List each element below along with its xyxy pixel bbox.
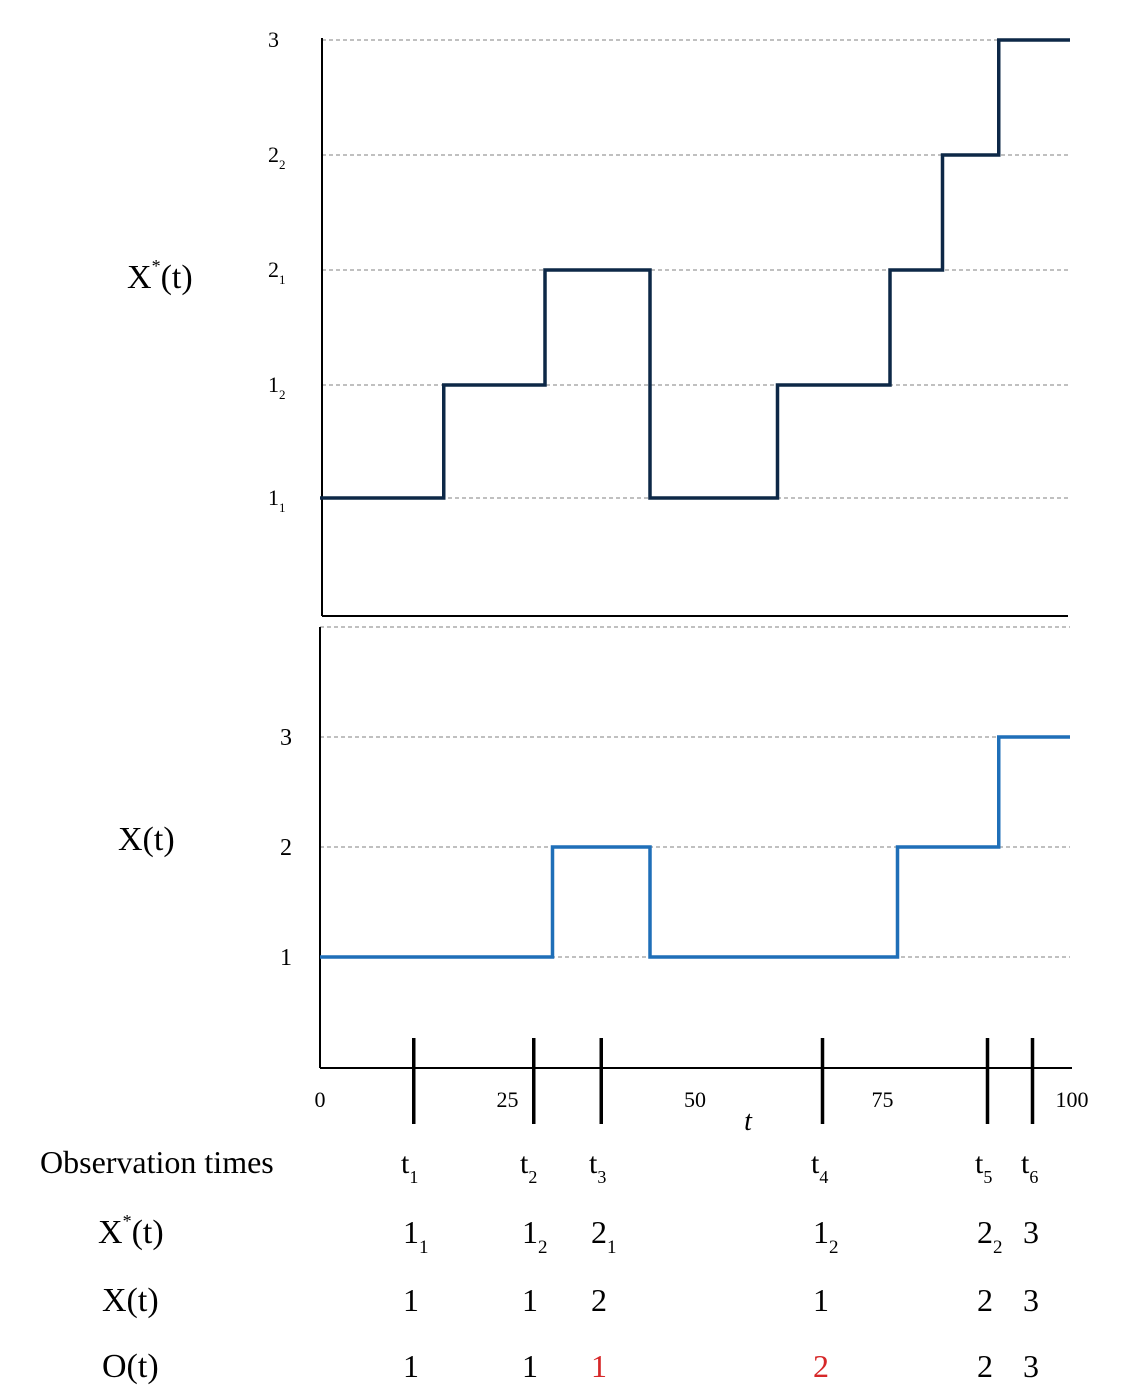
table-row-label: X*(t) xyxy=(98,1211,164,1251)
table-cell: 1 xyxy=(403,1348,419,1384)
latent-state-panel: 11 12 21 22 3 X*(t) xyxy=(127,27,1070,617)
latent-y-tick-label: 3 xyxy=(268,27,279,52)
observation-time-label: t4 xyxy=(811,1147,828,1187)
table-cell: 1 xyxy=(522,1348,538,1384)
observed-y-tick-label: 2 xyxy=(280,835,292,861)
latent-y-tick-label: 21 xyxy=(268,257,286,287)
observation-time-label: t5 xyxy=(975,1147,992,1187)
table-cell: 3 xyxy=(1023,1214,1039,1250)
observation-time-label: t3 xyxy=(589,1147,606,1187)
observation-time-label: t2 xyxy=(520,1147,537,1187)
x-tick-label: 100 xyxy=(1056,1087,1089,1112)
table-cell: 3 xyxy=(1023,1348,1039,1384)
latent-y-tick-label: 12 xyxy=(268,372,286,402)
observation-time-label: t1 xyxy=(401,1147,418,1187)
table-cell: 12 xyxy=(522,1214,548,1258)
table-cell: 1 xyxy=(522,1282,538,1318)
observation-table: Observation times t1 t2 t3 t4 t5 t6 X*(t) X(t)… xyxy=(40,1144,1039,1385)
observed-y-tick-label: 3 xyxy=(280,725,292,751)
latent-y-tick-label: 11 xyxy=(268,485,286,515)
latent-y-tick-label: 22 xyxy=(268,142,286,172)
table-cell: 1 xyxy=(813,1282,829,1318)
latent-gridlines xyxy=(322,39,1068,499)
table-cell: 22 xyxy=(977,1214,1003,1258)
x-tick-label: 75 xyxy=(872,1087,894,1112)
x-tick-label: 25 xyxy=(497,1087,519,1112)
observed-state-step-line xyxy=(320,735,1070,959)
table-cell: 11 xyxy=(403,1214,429,1258)
table-cell: 12 xyxy=(813,1214,839,1258)
observation-time-label: t6 xyxy=(1021,1147,1038,1187)
table-row-labels: X*(t) X(t) O(t) xyxy=(98,1211,164,1385)
table-cell: 2 xyxy=(977,1282,993,1318)
table-row-label: O(t) xyxy=(102,1348,159,1385)
table-cell: 2 xyxy=(977,1348,993,1384)
table-cell: 21 xyxy=(591,1214,617,1258)
x-tick-label: 50 xyxy=(684,1087,706,1112)
observation-times-label: Observation times xyxy=(40,1144,274,1180)
x-tick-labels: 0 25 50 75 100 xyxy=(315,1087,1089,1112)
table-cells: 11 12 21 12 22 31 1 2 1 2 31 1 1 2 2 3 xyxy=(403,1214,1039,1384)
observed-y-tick-labels: 1 2 3 xyxy=(280,725,292,971)
observed-state-panel: 1 2 3 X(t) 0 25 50 75 100 t xyxy=(118,626,1089,1137)
x-axis-label: t xyxy=(744,1106,753,1137)
table-row-label: X(t) xyxy=(102,1282,159,1319)
latent-y-tick-labels: 11 12 21 22 3 xyxy=(268,27,286,515)
table-cell: 2 xyxy=(813,1348,829,1384)
table-cell: 2 xyxy=(591,1282,607,1318)
latent-y-label: X*(t) xyxy=(127,256,193,296)
latent-state-step-line xyxy=(320,38,1070,500)
observed-y-label: X(t) xyxy=(118,821,175,858)
table-cell: 3 xyxy=(1023,1282,1039,1318)
observed-y-tick-label: 1 xyxy=(280,945,292,971)
observation-time-labels: t1 t2 t3 t4 t5 t6 xyxy=(401,1147,1038,1187)
observation-time-marks xyxy=(412,1038,1035,1124)
table-cell: 1 xyxy=(403,1282,419,1318)
table-cell: 1 xyxy=(591,1348,607,1384)
x-tick-label: 0 xyxy=(315,1087,326,1112)
